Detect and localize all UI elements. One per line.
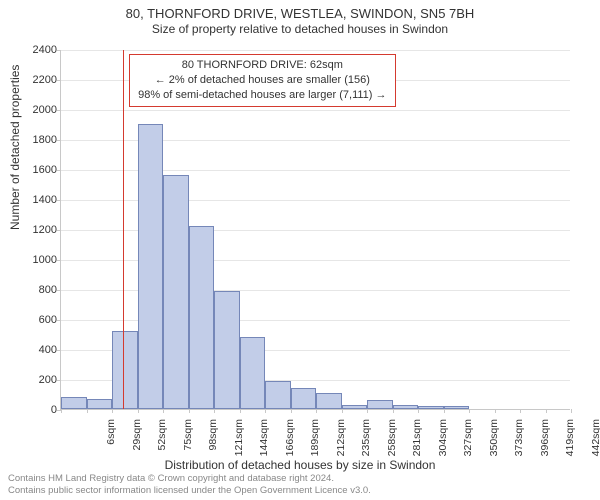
y-tick-label: 200 <box>15 374 61 386</box>
gridline <box>61 50 570 51</box>
x-tick-mark <box>163 409 164 413</box>
y-tick-mark <box>57 80 61 81</box>
footer-attribution: Contains HM Land Registry data © Crown c… <box>8 473 371 496</box>
x-tick-mark <box>367 409 368 413</box>
page-title: 80, THORNFORD DRIVE, WESTLEA, SWINDON, S… <box>0 6 600 22</box>
y-tick-mark <box>57 140 61 141</box>
histogram-bar <box>444 406 470 409</box>
y-tick-label: 1400 <box>15 194 61 206</box>
gridline <box>61 110 570 111</box>
y-tick-mark <box>57 170 61 171</box>
x-tick-mark <box>469 409 470 413</box>
y-tick-mark <box>57 260 61 261</box>
y-tick-mark <box>57 50 61 51</box>
histogram-bar <box>240 337 266 409</box>
x-tick-mark <box>571 409 572 413</box>
y-tick-label: 400 <box>15 344 61 356</box>
footer-line-1: Contains HM Land Registry data © Crown c… <box>8 473 371 484</box>
x-tick-mark <box>265 409 266 413</box>
y-tick-label: 800 <box>15 284 61 296</box>
y-tick-label: 1000 <box>15 254 61 266</box>
marker-info-box: 80 THORNFORD DRIVE: 62sqm← 2% of detache… <box>129 54 395 107</box>
y-tick-mark <box>57 380 61 381</box>
footer-line-2: Contains public sector information licen… <box>8 485 371 496</box>
x-tick-mark <box>112 409 113 413</box>
y-tick-label: 2200 <box>15 74 61 86</box>
y-tick-label: 2000 <box>15 104 61 116</box>
x-tick-mark <box>214 409 215 413</box>
histogram-bar <box>61 397 87 409</box>
y-tick-label: 1200 <box>15 224 61 236</box>
x-tick-mark <box>316 409 317 413</box>
x-tick-mark <box>138 409 139 413</box>
x-axis-title: Distribution of detached houses by size … <box>0 458 600 472</box>
x-tick-mark <box>189 409 190 413</box>
page-subtitle: Size of property relative to detached ho… <box>0 22 600 37</box>
histogram-bar <box>163 175 189 409</box>
y-tick-mark <box>57 200 61 201</box>
title-block: 80, THORNFORD DRIVE, WESTLEA, SWINDON, S… <box>0 0 600 37</box>
info-box-line: 98% of semi-detached houses are larger (… <box>138 88 386 103</box>
y-tick-label: 1800 <box>15 134 61 146</box>
histogram-bar <box>265 381 291 410</box>
x-tick-mark <box>444 409 445 413</box>
y-tick-mark <box>57 230 61 231</box>
histogram-bar <box>189 226 215 409</box>
y-tick-label: 1600 <box>15 164 61 176</box>
histogram-bar <box>138 124 164 409</box>
y-tick-mark <box>57 110 61 111</box>
x-tick-mark <box>240 409 241 413</box>
x-tick-mark <box>495 409 496 413</box>
x-tick-mark <box>418 409 419 413</box>
y-tick-label: 600 <box>15 314 61 326</box>
y-tick-label: 2400 <box>15 44 61 56</box>
chart-area: 0200400600800100012001400160018002000220… <box>60 50 570 410</box>
histogram-bar <box>342 405 368 410</box>
y-tick-label: 0 <box>15 404 61 416</box>
x-tick-mark <box>393 409 394 413</box>
histogram-bar <box>316 393 342 410</box>
histogram-bar <box>291 388 317 409</box>
x-tick-mark <box>61 409 62 413</box>
y-tick-mark <box>57 320 61 321</box>
x-tick-mark <box>342 409 343 413</box>
marker-line <box>123 50 124 409</box>
histogram-bar <box>214 291 240 410</box>
y-tick-mark <box>57 290 61 291</box>
x-tick-mark <box>546 409 547 413</box>
info-box-line: 80 THORNFORD DRIVE: 62sqm <box>138 58 386 73</box>
histogram-bar <box>87 399 113 410</box>
histogram-bar <box>393 405 419 410</box>
x-tick-mark <box>291 409 292 413</box>
histogram-bar <box>112 331 138 409</box>
histogram-bar <box>367 400 393 409</box>
x-tick-mark <box>520 409 521 413</box>
y-tick-mark <box>57 350 61 351</box>
histogram-bar <box>418 406 444 409</box>
info-box-line: ← 2% of detached houses are smaller (156… <box>138 73 386 88</box>
histogram-plot: 0200400600800100012001400160018002000220… <box>60 50 570 410</box>
x-tick-mark <box>87 409 88 413</box>
